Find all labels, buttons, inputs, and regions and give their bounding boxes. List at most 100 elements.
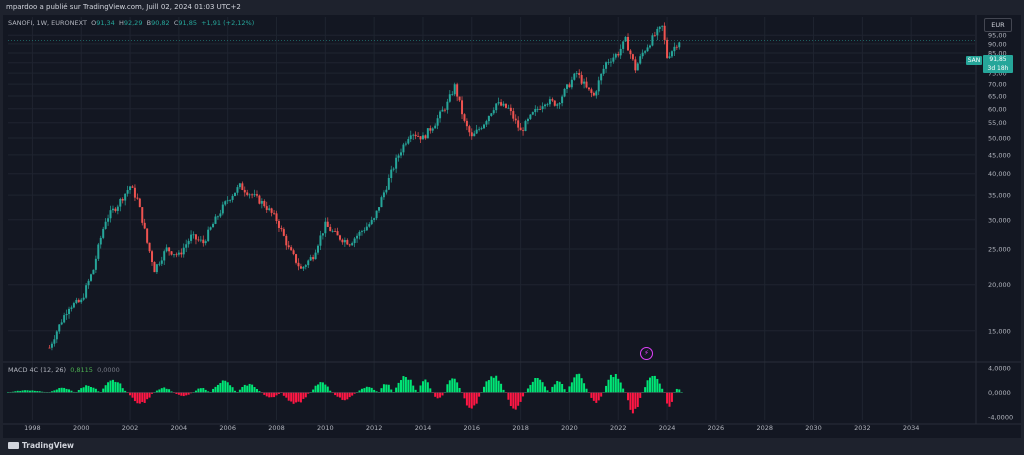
macd-bar	[636, 392, 639, 408]
macd-bar	[551, 386, 554, 393]
macd-bar	[631, 392, 634, 414]
candle-body	[544, 104, 547, 107]
macd-bar	[80, 388, 83, 393]
macd-bar	[578, 373, 581, 393]
macd-bar	[97, 391, 100, 393]
macd-bar	[592, 392, 595, 401]
candle-body	[614, 54, 617, 58]
legend-change: +1,91 (+2,12%)	[201, 19, 255, 27]
candle-body	[375, 210, 378, 219]
candle-body	[587, 87, 590, 90]
candle-body	[556, 104, 559, 106]
candle-body	[175, 254, 178, 256]
candle-body	[500, 102, 503, 106]
candle-body	[390, 169, 393, 178]
macd-legend: MACD 4C (12, 26) 0,8115 0,0000	[8, 366, 120, 374]
candle-body	[546, 104, 549, 106]
macd-bar	[580, 378, 583, 393]
macd-bar	[500, 383, 503, 393]
candle-body	[563, 88, 566, 97]
candle-body	[421, 135, 424, 140]
candle-body	[597, 80, 600, 92]
candle-body	[573, 73, 576, 80]
candle-body	[111, 208, 114, 211]
macd-bar	[617, 378, 620, 393]
candle-body	[580, 74, 583, 84]
macd-axis-label: -4,0000	[988, 413, 1013, 421]
candle-body	[153, 262, 156, 273]
macd-bar	[282, 392, 285, 396]
candle-body	[297, 262, 300, 267]
macd-bar	[348, 392, 351, 398]
time-axis-label: 2022	[610, 424, 627, 432]
candle-body	[321, 233, 324, 236]
candle-body	[617, 54, 620, 56]
candle-body	[492, 110, 495, 114]
candle-body	[219, 213, 222, 217]
candle-body	[121, 199, 124, 201]
macd-bar	[168, 389, 171, 393]
macd-bar	[544, 386, 547, 393]
macd-bar	[456, 382, 459, 393]
candle-body	[541, 106, 544, 110]
macd-bar	[119, 383, 122, 393]
candle-body	[50, 343, 53, 348]
candle-body	[336, 231, 339, 236]
macd-bar	[380, 388, 383, 393]
price-axis-label: 85,00	[988, 50, 1007, 58]
tradingview-logo: TradingView	[8, 441, 74, 450]
candle-body	[487, 115, 490, 122]
candle-body	[102, 228, 105, 238]
legend-high-label: H	[118, 19, 124, 27]
macd-bar	[199, 388, 202, 393]
candle-body	[148, 242, 151, 252]
time-axis-label: 2002	[122, 424, 139, 432]
candle-body	[495, 103, 498, 111]
candle-body	[439, 111, 442, 119]
candle-body	[114, 208, 117, 211]
candle-body	[509, 107, 512, 112]
candle-body	[351, 243, 354, 246]
candle-body	[107, 218, 110, 222]
macd-bar	[421, 381, 424, 393]
macd-bar	[463, 392, 466, 399]
candle-body	[168, 247, 171, 252]
macd-bar	[478, 392, 481, 397]
chart-panel[interactable]	[3, 15, 1021, 438]
macd-bar	[627, 392, 630, 401]
macd-bar	[675, 388, 678, 393]
macd-bar	[295, 392, 298, 403]
macd-bar	[590, 392, 593, 398]
candle-body	[553, 100, 556, 106]
candle-body	[358, 231, 361, 236]
candle-body	[285, 235, 288, 246]
bolt-icon[interactable]: ⚡	[640, 347, 653, 360]
candle-body	[443, 109, 446, 111]
legend-symbol: SANOFI, 1W, EURONEXT	[8, 19, 87, 27]
candle-body	[480, 128, 483, 130]
macd-bar	[77, 390, 80, 393]
macd-bar	[336, 392, 339, 397]
macd-bar	[385, 384, 388, 393]
macd-bar	[33, 390, 36, 393]
macd-bar	[285, 392, 288, 398]
macd-bar	[202, 388, 205, 393]
candle-body	[343, 240, 346, 243]
candle-body	[182, 247, 185, 255]
macd-bar	[268, 392, 271, 398]
time-axis-label: 2008	[268, 424, 285, 432]
currency-button[interactable]: EUR	[984, 18, 1012, 32]
macd-bar	[568, 386, 571, 393]
macd-bar	[329, 390, 332, 393]
macd-bar	[124, 390, 127, 393]
macd-bar	[483, 386, 485, 393]
candle-body	[483, 124, 485, 129]
candle-body	[302, 266, 305, 269]
candle-body	[526, 118, 529, 122]
candle-body	[663, 25, 666, 40]
candle-body	[187, 240, 190, 245]
candle-body	[341, 239, 344, 243]
candle-body	[97, 244, 100, 259]
macd-bar	[302, 392, 305, 399]
